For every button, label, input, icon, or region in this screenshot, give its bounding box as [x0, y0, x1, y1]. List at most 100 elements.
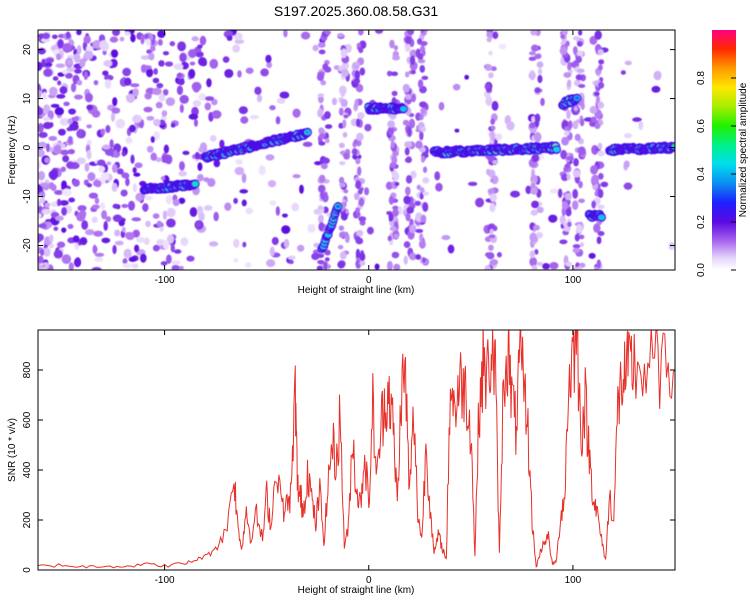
spectrogram-noise-cell — [123, 248, 132, 259]
spectrogram-band-cell — [192, 181, 199, 187]
spectrogram-noise-cell — [269, 246, 275, 257]
spectrogram-noise-cell — [53, 144, 62, 155]
spectrogram-streak-cell — [414, 200, 421, 206]
spectrogram-noise-cell — [434, 171, 441, 181]
spectrogram-streak-cell — [528, 51, 536, 56]
spectrogram-noise-cell — [65, 31, 71, 39]
spectrogram-noise-cell — [179, 94, 189, 104]
colorbar-tick-label: 0.2 — [696, 215, 707, 229]
spectrogram-noise-cell — [119, 36, 125, 42]
spectrogram-noise-cell — [67, 118, 73, 125]
spectrogram-streak-cell — [320, 163, 328, 170]
colorbar-tick-label: 0.4 — [696, 167, 707, 181]
spectrogram-streak-cell — [566, 155, 574, 161]
spectrogram-streak-cell — [338, 65, 344, 72]
spectrogram-streak-cell — [422, 177, 430, 184]
spectrogram-noise-cell — [314, 161, 322, 166]
spectrogram-streak-cell — [404, 157, 412, 163]
spectrogram-noise-cell — [49, 122, 54, 128]
spectrogram-streak-cell — [529, 232, 538, 243]
spectrogram-noise-cell — [38, 149, 45, 157]
spectrogram-streak-cell — [419, 130, 424, 141]
spectrogram-streak-cell — [390, 140, 395, 149]
spectrogram-streak-cell — [559, 215, 566, 225]
spectrogram-streak-cell — [324, 257, 330, 262]
spectrogram-streak-cell — [572, 244, 581, 249]
spectrogram-noise-cell — [132, 167, 137, 174]
spectrogram-noise-cell — [283, 30, 288, 38]
spectrogram-noise-cell — [48, 135, 58, 141]
spectrogram-noise-cell — [623, 182, 633, 190]
spectrogram-streak-cell — [575, 55, 582, 64]
spectrogram-noise-cell — [68, 197, 76, 203]
spectrogram-noise-cell — [165, 254, 172, 264]
spectrogram-noise-cell — [99, 40, 109, 50]
spectrogram-streak-cell — [574, 233, 580, 242]
spectrogram-noise-cell — [84, 162, 90, 172]
spectrogram-streak-cell — [489, 228, 494, 234]
spectrogram-streak-cell — [354, 70, 360, 81]
spectrogram-noise-cell — [68, 262, 74, 270]
spectrogram-noise-cell — [468, 181, 478, 187]
spectrogram-noise-cell — [76, 157, 86, 165]
snr-series-line — [38, 330, 675, 569]
spectrogram-streak-cell — [317, 214, 324, 224]
spectrogram-noise-cell — [269, 200, 277, 206]
spectrogram-streak-cell — [529, 70, 536, 81]
y-tick-label: 0 — [22, 144, 33, 150]
spectrogram-noise-cell — [245, 67, 254, 74]
spectrogram-band-peak — [574, 96, 580, 100]
spectrogram-noise-cell — [130, 154, 135, 164]
spectrogram-noise-cell — [206, 78, 212, 88]
spectrogram-noise-cell — [69, 122, 79, 131]
spectrogram-streak-cell — [316, 253, 325, 259]
spectrogram-noise-cell — [239, 189, 249, 194]
spectrogram-noise-cell — [234, 166, 245, 176]
spectrogram-streak-cell — [353, 139, 358, 145]
spectrogram-noise-cell — [45, 143, 50, 153]
spectrogram-noise-cell — [638, 120, 644, 131]
spectrogram-noise-cell — [59, 117, 69, 126]
spectrogram-noise-cell — [132, 87, 139, 97]
spectrogram-streak-cell — [409, 49, 417, 58]
spectrogram-noise-cell — [114, 240, 124, 246]
spectrogram-noise-cell — [160, 120, 166, 126]
spectrogram-streak-cell — [561, 200, 569, 211]
spectrogram-noise-cell — [198, 57, 207, 67]
colorbar-gradient — [712, 30, 736, 270]
spectrogram-streak-cell — [488, 72, 494, 79]
spectrogram-noise-cell — [61, 69, 69, 75]
spectrogram-noise-cell — [109, 139, 114, 149]
spectrogram-noise-cell — [653, 70, 662, 81]
spectrogram-streak-cell — [534, 54, 542, 60]
spectrogram-noise-cell — [122, 263, 133, 269]
spectrogram-noise-cell — [104, 74, 114, 81]
spectrogram-streak-cell — [529, 257, 538, 267]
spectrogram-streak-cell — [406, 206, 414, 214]
spectrogram-noise-cell — [494, 133, 503, 141]
spectrogram-noise-cell — [116, 168, 124, 175]
spectrogram-noise-cell — [59, 149, 70, 156]
spectrogram-streak-cell — [357, 111, 365, 120]
spectrogram-noise-cell — [125, 232, 135, 241]
spectrogram-streak-cell — [535, 231, 544, 239]
spectrogram-noise-cell — [59, 200, 69, 206]
spectrogram-noise-cell — [38, 124, 42, 131]
spectrogram-noise-cell — [203, 205, 213, 211]
spectrogram-noise-cell — [128, 256, 137, 262]
spectrogram-noise-cell — [106, 161, 112, 166]
spectrogram-noise-cell — [160, 176, 166, 181]
spectrogram-streak-cell — [355, 118, 361, 128]
spectrogram-band-cell — [400, 106, 407, 112]
spectrogram-noise-cell — [44, 62, 53, 67]
spectrogram-streak-cell — [316, 73, 325, 82]
spectrogram-noise-cell — [40, 266, 48, 270]
spectrogram-noise-cell — [112, 30, 121, 37]
spectrogram-streak-cell — [488, 234, 496, 239]
spectrogram-noise-cell — [131, 263, 139, 269]
spectrogram-noise-cell — [169, 41, 176, 47]
spectrogram-noise-cell — [112, 214, 123, 222]
spectrogram-streak-cell — [531, 154, 540, 163]
spectrogram-noise-cell — [452, 83, 461, 91]
